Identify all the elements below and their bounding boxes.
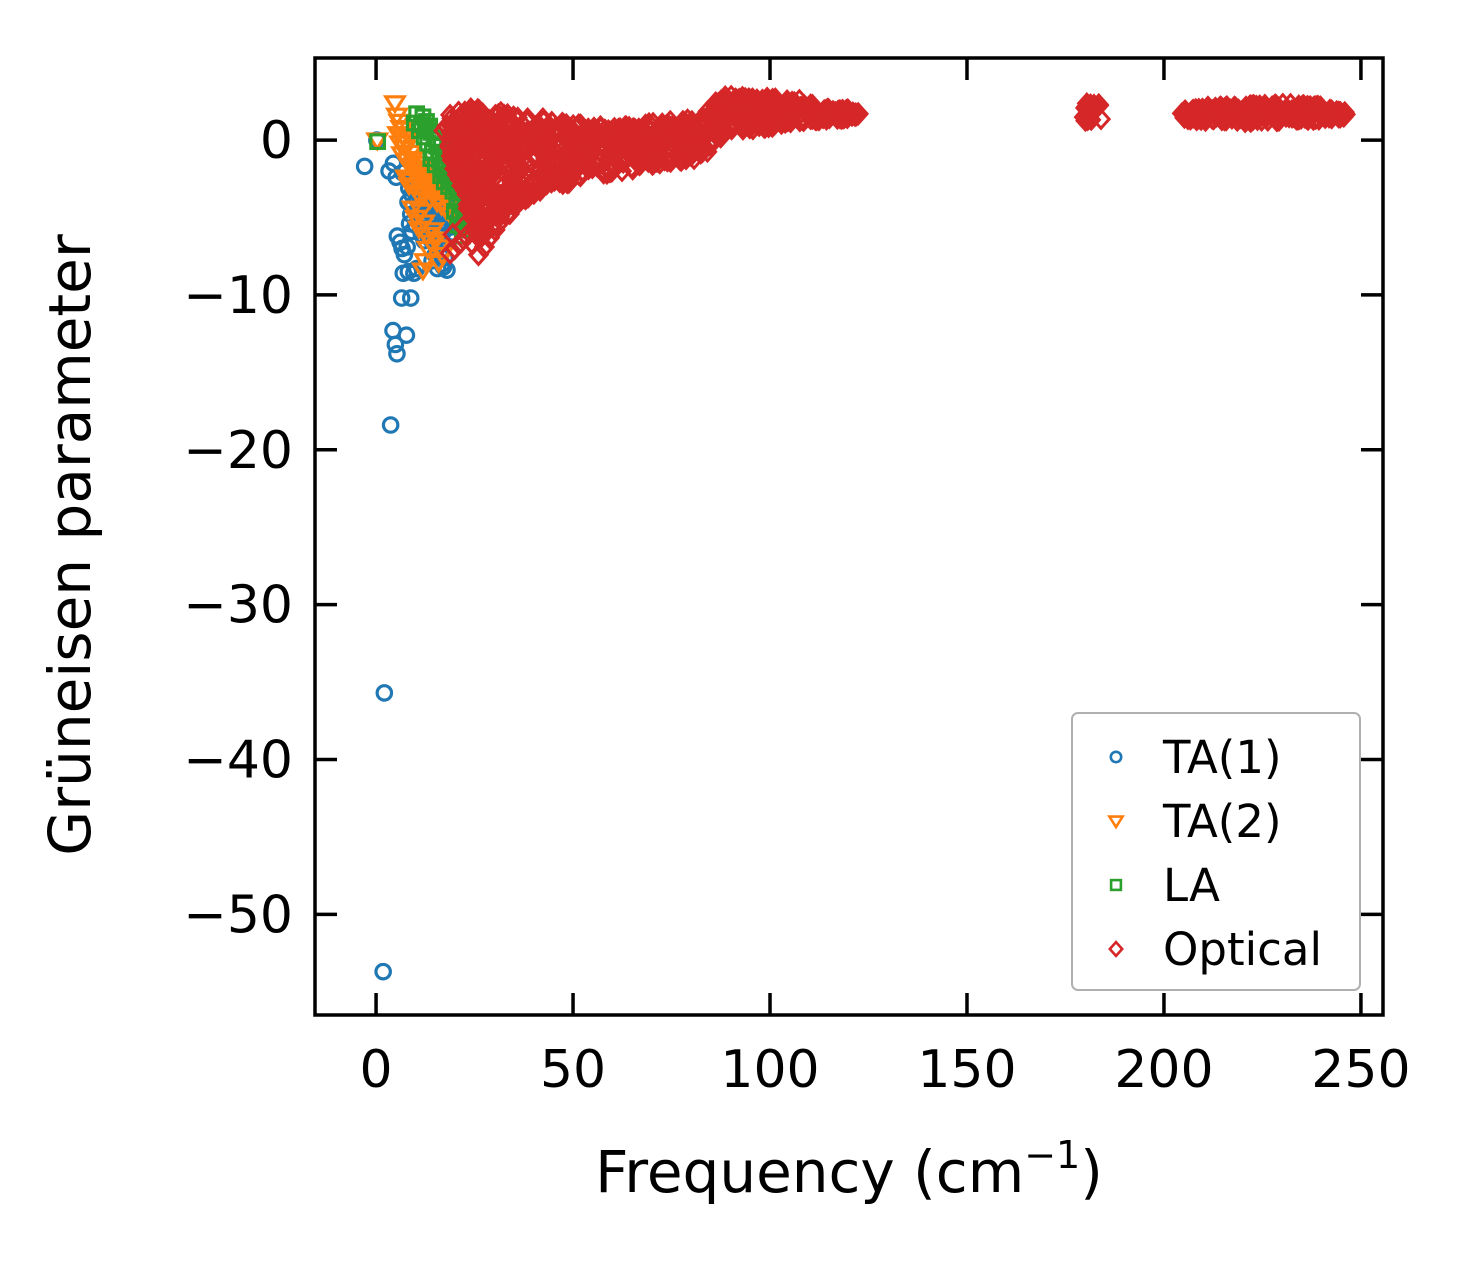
axes-layer (313, 56, 1385, 1017)
legend: TA(1) TA(2) LA Optical (1071, 712, 1361, 991)
legend-label-la: LA (1163, 859, 1220, 912)
y-tick-label: −50 (183, 885, 293, 945)
legend-label-ta1: TA(1) (1162, 731, 1282, 784)
legend-frame (1071, 712, 1361, 991)
y-tick-label: −30 (183, 576, 293, 636)
series-optical-points (433, 84, 1357, 267)
legend-label-optical: Optical (1163, 923, 1322, 976)
x-axis-label: Frequency (cm−1) (595, 1133, 1103, 1206)
legend-item-optical: Optical (1108, 923, 1322, 976)
y-tick-label: −40 (183, 730, 293, 790)
x-tick-label: 200 (1114, 1040, 1213, 1100)
legend-item-ta1: TA(1) (1109, 731, 1282, 784)
y-tick-label: 0 (260, 111, 293, 171)
x-tick-label: 50 (540, 1040, 606, 1100)
x-tick-label: 0 (360, 1040, 393, 1100)
y-tick-label: −20 (183, 421, 293, 481)
legend-item-la: LA (1109, 859, 1220, 912)
ta1-legend-marker (1109, 750, 1123, 764)
x-tick-label: 100 (720, 1040, 819, 1100)
y-axis-label: Grüneisen parameter (36, 234, 104, 856)
legend-label-ta2: TA(2) (1162, 795, 1282, 848)
legend-item-ta2: TA(2) (1107, 795, 1282, 848)
x-tick-label: 250 (1311, 1040, 1410, 1100)
x-tick-label: 150 (917, 1040, 1016, 1100)
series-ta1-points (355, 131, 469, 981)
scatter-points-layer (355, 84, 1357, 981)
y-tick-label: −10 (183, 266, 293, 326)
la-legend-marker (1109, 878, 1123, 892)
ta2-legend-marker (1107, 815, 1125, 830)
tick-labels: 0 50 100 150 200 250 0 −10 −20 −30 −40 −50 (183, 111, 1410, 1100)
optical-legend-marker (1108, 940, 1124, 958)
